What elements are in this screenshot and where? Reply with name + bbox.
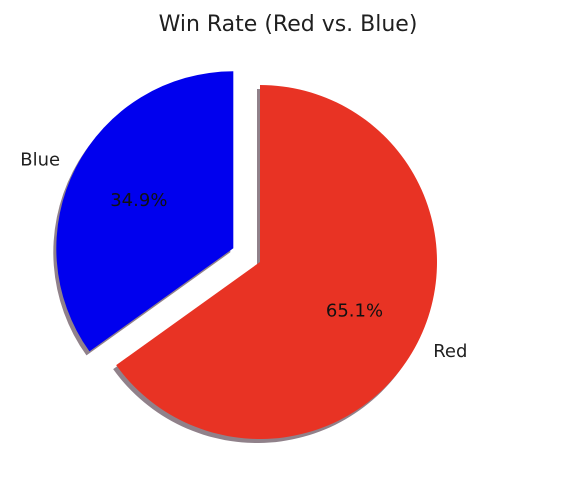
red-percentage-label: 65.1% — [326, 301, 383, 322]
label-layer: Red 65.1% Blue 34.9% — [20, 149, 467, 362]
red-slice — [116, 85, 437, 440]
blue-percentage-label: 34.9% — [110, 190, 167, 211]
red-label: Red — [433, 341, 467, 362]
blue-label: Blue — [20, 149, 60, 170]
chart-title: Win Rate (Red vs. Blue) — [159, 12, 418, 37]
slice-layer — [56, 71, 437, 440]
blue-slice — [56, 71, 234, 352]
